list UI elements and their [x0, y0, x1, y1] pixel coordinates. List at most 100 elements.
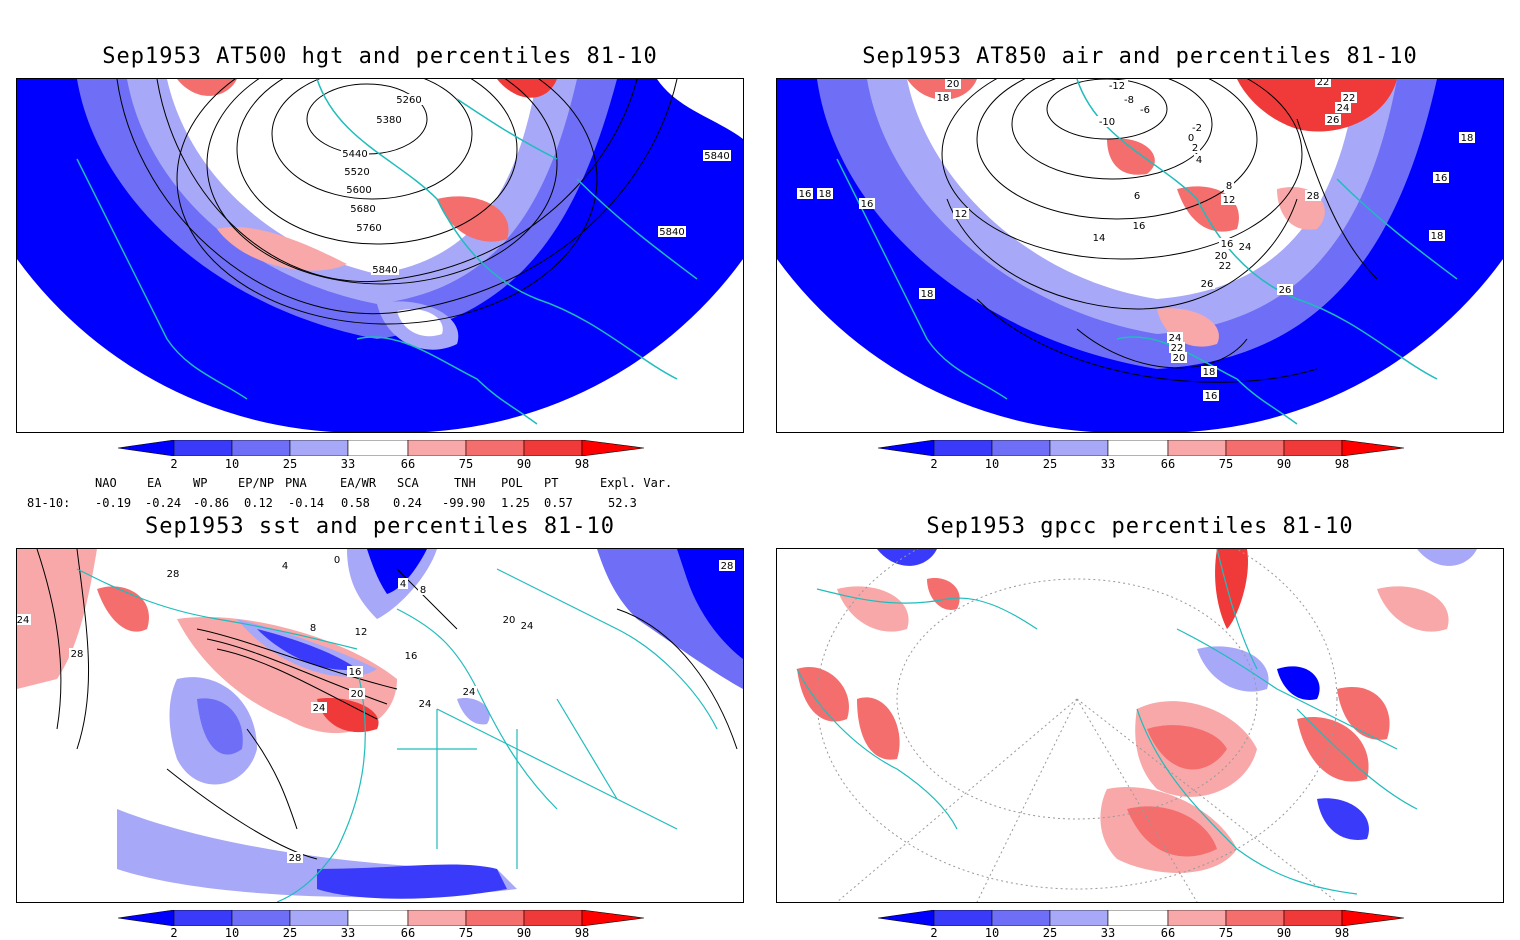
colorbar-tick-label: 75: [458, 926, 474, 940]
contour-label: 5520: [344, 167, 369, 178]
contour-label: 24: [1239, 242, 1252, 253]
teleconnection-value: -0.24: [145, 496, 182, 510]
contour-label-bg: [165, 568, 181, 579]
colorbar-tick-label: 10: [984, 457, 1000, 471]
contour-label: 24: [1337, 103, 1350, 114]
colorbar-segment: [1049, 909, 1109, 927]
contour-label: 26: [1279, 285, 1292, 296]
colorbar-tick-label: 33: [340, 457, 356, 471]
contour-label-bg: [1186, 132, 1196, 143]
map-panel-hgt500: 5260 5380 5440 5520 5600 5680 5760 5840 5840 5840: [16, 78, 744, 433]
teleconnection-header: Expl. Var.: [600, 476, 673, 490]
colorbar-segment: [523, 439, 583, 457]
panel-title-sst: Sep1953 sst and percentiles 81-10: [144, 514, 616, 539]
contour-label-bg: [953, 208, 969, 219]
teleconnection-value: 0.58: [341, 496, 370, 510]
precip-percentile-shading: [797, 549, 1477, 873]
contour-label-bg: [1224, 180, 1234, 191]
contour-label: 5260: [396, 95, 421, 106]
teleconnection-value: 0.12: [244, 496, 273, 510]
contour-label: -2: [1192, 123, 1202, 134]
contour-label-bg: [1131, 220, 1147, 231]
contour-label-bg: [417, 698, 433, 709]
contour-label: 28: [71, 649, 84, 660]
colorbar-tick-label: 98: [1334, 457, 1350, 471]
contour-label: 16: [1435, 173, 1448, 184]
contour-label-bg: [1171, 352, 1187, 363]
contour-label: 18: [921, 289, 934, 300]
contour-label-bg: [349, 203, 377, 214]
colorbar-segment: [465, 439, 525, 457]
teleconnection-header: EA: [147, 476, 162, 490]
contour-label-bg: [371, 264, 399, 275]
contour-label: 24: [17, 615, 29, 626]
contour-label: 24: [521, 621, 534, 632]
contour-labels: 28 24 28 4 0 4 8 8 12 16 16 20 24 24 24 20 24 28 28: [17, 554, 735, 864]
colorbar-tick-label: 90: [1276, 457, 1292, 471]
colorbar-arrow-low: [877, 439, 935, 457]
contour-label: 20: [1173, 353, 1186, 364]
teleconnection-header: EA/WR: [340, 476, 377, 490]
colorbar-arrow-high: [581, 909, 645, 927]
contour-label: 5760: [356, 223, 381, 234]
contour-label-bg: [1167, 332, 1183, 343]
teleconnection-header: POL: [501, 476, 523, 490]
teleconnection-header: TNH: [454, 476, 476, 490]
contour-label-bg: [1305, 190, 1321, 201]
colorbar-tick-label: 2: [170, 926, 178, 940]
contour-label-bg: [1237, 241, 1253, 252]
contour-label-bg: [1433, 172, 1449, 183]
colorbar-arrow-high: [1341, 909, 1405, 927]
colorbar-tick-label: 98: [574, 926, 590, 940]
contour-label-bg: [1315, 79, 1331, 87]
colorbar-tick-label: 33: [1100, 457, 1116, 471]
contour-label: 26: [1201, 279, 1214, 290]
teleconnection-value: 52.3: [608, 496, 637, 510]
contour-label-bg: [418, 584, 428, 595]
contour-label: 8: [420, 585, 426, 596]
colorbar-segment: [231, 439, 291, 457]
contour-label-bg: [308, 622, 318, 633]
contour-label: 5440: [342, 149, 367, 160]
colorbar-segment: [407, 439, 467, 457]
contour-label: 18: [819, 189, 832, 200]
contour-label-bg: [1277, 284, 1293, 295]
panel-title-gpcc: Sep1953 gpcc percentiles 81-10: [926, 514, 1354, 539]
colorbar-tick-label: 33: [340, 926, 356, 940]
contour-label-bg: [797, 188, 813, 199]
contour-label-bg: [1221, 194, 1237, 205]
contour-label-bg: [1106, 80, 1128, 91]
contour-labels: 5260 5380 5440 5520 5600 5680 5760 5840 5840 5840: [341, 94, 731, 276]
contour-label: 18: [1203, 367, 1216, 378]
contour-label-bg: [1194, 154, 1204, 165]
contour-label: 4: [400, 579, 406, 590]
colorbar-segment: [1049, 439, 1109, 457]
contour-label: 18: [1461, 133, 1474, 144]
contour-label: 28: [1307, 191, 1320, 202]
colorbar-tick-label: 25: [1042, 457, 1058, 471]
contour-label-bg: [703, 150, 731, 161]
teleconnection-value: -0.14: [288, 496, 325, 510]
contour-label-bg: [311, 702, 327, 713]
contour-label: 6: [1134, 191, 1140, 202]
contour-label-bg: [1213, 250, 1229, 261]
teleconnection-header: PNA: [285, 476, 307, 490]
colorbar-segment: [1225, 909, 1285, 927]
contour-label-bg: [395, 94, 423, 105]
colorbar-segment: [991, 439, 1051, 457]
colorbar-tick-label: 2: [930, 926, 938, 940]
contour-label-bg: [1199, 278, 1215, 289]
percentile-shading: [17, 549, 743, 899]
teleconnection-value: 0.57: [544, 496, 573, 510]
colorbar-segment: [289, 439, 349, 457]
contour-label: 24: [1169, 333, 1182, 344]
contour-label-bg: [1335, 102, 1351, 113]
contour-label-bg: [353, 626, 369, 637]
contour-label-bg: [1201, 366, 1217, 377]
contour-label-bg: [461, 686, 477, 697]
contour-label-bg: [1137, 104, 1153, 115]
teleconnection-header: WP: [193, 476, 208, 490]
contour-label: 12: [355, 627, 368, 638]
contour-label: 24: [419, 699, 432, 710]
contour-label-bg: [1217, 260, 1233, 271]
